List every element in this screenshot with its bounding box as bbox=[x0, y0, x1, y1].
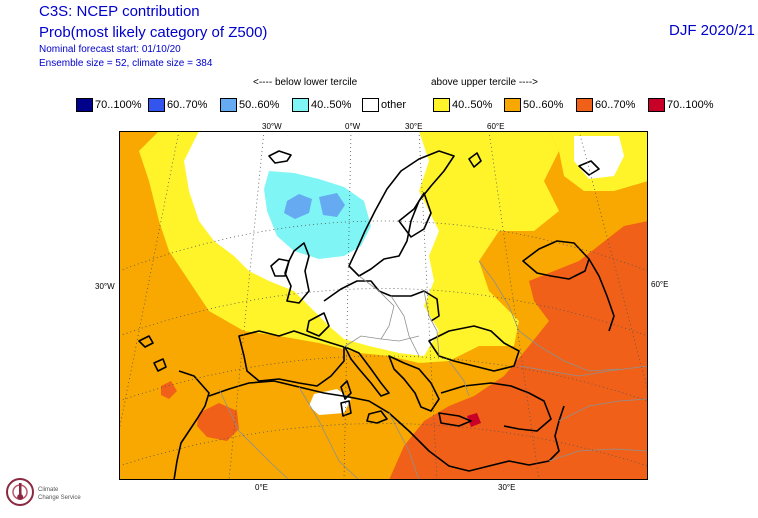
legend-label-other: other bbox=[381, 99, 407, 111]
season-label: DJF 2020/21 bbox=[669, 22, 755, 39]
graticule bbox=[119, 131, 648, 480]
grid-label-left-30w: 30°W bbox=[95, 282, 115, 291]
above-tercile-label: above upper tercile ----> bbox=[431, 77, 538, 88]
legend-label-below-70-100: 70..100% bbox=[95, 99, 142, 111]
field-below-50-60-east bbox=[319, 193, 345, 217]
grid-label-top-30e: 30°E bbox=[405, 122, 423, 131]
legend-label-above-40-50: 40..50% bbox=[452, 99, 493, 111]
ensemble-size: Ensemble size = 52, climate size = 384 bbox=[39, 58, 213, 69]
legend-label-above-70-100: 70..100% bbox=[667, 99, 714, 111]
grid-label-top-0: 0°W bbox=[345, 122, 361, 131]
title-source: C3S: NCEP contribution bbox=[39, 3, 200, 20]
forecast-start: Nominal forecast start: 01/10/20 bbox=[39, 44, 181, 55]
legend-swatch-below-40-50 bbox=[292, 98, 309, 112]
legend-label-below-60-70: 60..70% bbox=[167, 99, 208, 111]
legend-swatch-above-60-70 bbox=[576, 98, 593, 112]
country-borders bbox=[218, 260, 648, 480]
legend-label-above-60-70: 60..70% bbox=[595, 99, 636, 111]
legend-swatch-above-40-50 bbox=[433, 98, 450, 112]
field-above-70-100 bbox=[467, 413, 481, 427]
field-above-60-70-atlantic bbox=[161, 381, 177, 399]
below-tercile-label: <---- below lower tercile bbox=[253, 77, 358, 88]
color-legend: 70..100% 60..70% 50..60% 40..50% other 4… bbox=[0, 98, 758, 114]
legend-swatch-below-60-70 bbox=[148, 98, 165, 112]
coastlines bbox=[138, 150, 615, 480]
field-other-arctic bbox=[574, 136, 624, 179]
grid-label-right-60e: 60°E bbox=[651, 280, 669, 289]
legend-swatch-below-50-60 bbox=[220, 98, 237, 112]
climate-change-service-logo: Climate Change Service bbox=[3, 473, 103, 513]
field-below-40-50 bbox=[264, 171, 371, 259]
legend-swatch-above-50-60 bbox=[504, 98, 521, 112]
field-below-50-60-west bbox=[284, 194, 312, 219]
legend-label-below-50-60: 50..60% bbox=[239, 99, 280, 111]
grid-label-bottom-30e: 30°E bbox=[498, 483, 516, 492]
grid-label-top-30w: 30°W bbox=[262, 122, 282, 131]
map-frame bbox=[119, 131, 648, 480]
grid-label-top-60e: 60°E bbox=[487, 122, 505, 131]
legend-label-above-50-60: 50..60% bbox=[523, 99, 564, 111]
legend-swatch-below-70-100 bbox=[76, 98, 93, 112]
field-above-60-70-africa bbox=[197, 403, 239, 441]
svg-text:Change Service: Change Service bbox=[38, 495, 81, 501]
grid-label-bottom-0e: 0°E bbox=[255, 483, 268, 492]
title-variable: Prob(most likely category of Z500) bbox=[39, 24, 268, 41]
legend-swatch-above-70-100 bbox=[648, 98, 665, 112]
svg-text:Climate: Climate bbox=[38, 487, 59, 493]
probability-map bbox=[119, 131, 648, 480]
legend-label-below-40-50: 40..50% bbox=[311, 99, 352, 111]
legend-swatch-other bbox=[362, 98, 379, 112]
